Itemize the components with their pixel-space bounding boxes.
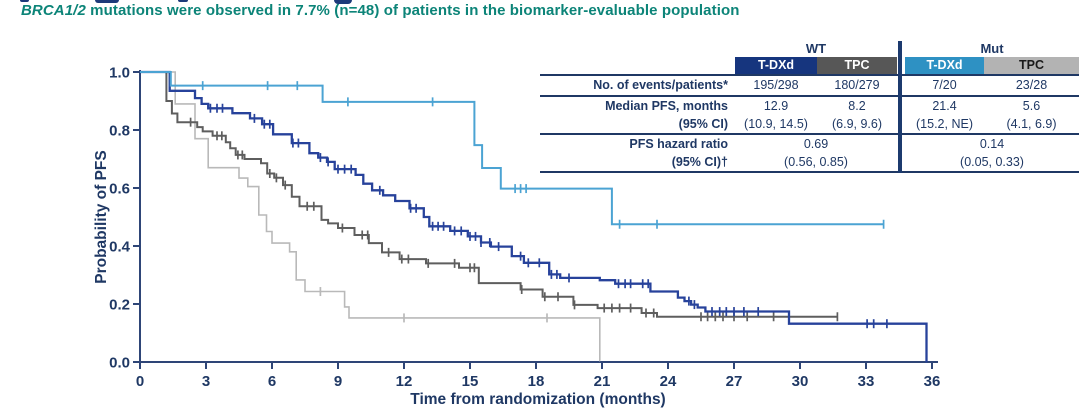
table-cell: 21.4 (15.2, NE) [916,99,973,131]
table-cell: 12.9 (10.9, 14.5) [744,99,808,131]
clipped-title-fragment [20,0,29,2]
table-cell: 5.6 (4.1, 6.9) [1006,99,1057,131]
table-row-median-pfs: Median PFS, months (95% CI) 12.9 (10.9, … [540,97,1079,133]
svg-text:3: 3 [202,373,210,390]
row-label-median-pfs: Median PFS, months (95% CI) [605,99,728,131]
col-header-wt-tdxd: T-DXd [735,57,817,74]
svg-text:0.0: 0.0 [109,355,130,372]
table-cell: 7/20 [932,78,957,92]
table-rule [540,74,1079,76]
svg-text:0.2: 0.2 [109,297,130,314]
clipped-title-fragment [334,0,352,4]
svg-text:0.8: 0.8 [109,123,130,140]
subtitle-text: mutations were observed in 7.7% (n=48) o… [85,2,740,19]
row-label-hazard-ratio: PFS hazard ratio (95% CI)† [629,137,728,169]
group-header-mut: Mut [980,41,1004,56]
svg-text:0.6: 0.6 [109,181,130,198]
svg-text:15: 15 [462,373,479,390]
table-cell: 195/298 [753,78,799,92]
svg-text:Time from randomization (month: Time from randomization (months) [410,391,665,408]
svg-text:12: 12 [396,373,413,390]
svg-text:36: 36 [924,373,941,390]
table-column-header-row: T-DXd TPC T-DXd TPC [540,57,1079,74]
svg-text:27: 27 [726,373,743,390]
table-row-hazard-ratio: PFS hazard ratio (95% CI)† 0.69 (0.56, 0… [540,135,1079,171]
table-rule [540,95,1079,97]
svg-text:24: 24 [660,373,677,390]
col-header-mut-tpc: TPC [984,57,1079,74]
results-table: WT Mut T-DXd TPC T-DXd TPC No. of events… [540,41,1079,173]
svg-text:0: 0 [136,373,144,390]
table-cell-hr-wt: 0.69 (0.56, 0.85) [784,137,848,169]
svg-text:Probability of PFS: Probability of PFS [93,150,110,283]
svg-text:1.0: 1.0 [109,65,130,82]
subtitle-gene-name: BRCA1/2 [21,2,86,19]
svg-text:9: 9 [334,373,342,390]
table-row-events: No. of events/patients* 195/298 180/279 … [540,76,1079,95]
col-header-wt-tpc: TPC [817,57,897,74]
table-group-divider [898,41,902,173]
table-cell: 180/279 [834,78,880,92]
svg-text:33: 33 [858,373,875,390]
clipped-title-fragment [95,0,119,3]
svg-text:18: 18 [528,373,545,390]
svg-text:0.4: 0.4 [109,239,131,256]
row-label-events: No. of events/patients* [593,78,728,92]
table-group-header-row: WT Mut [540,41,1079,57]
svg-text:21: 21 [594,373,611,390]
table-rule [540,171,1079,173]
svg-text:6: 6 [268,373,276,390]
table-rule [540,133,1079,135]
svg-text:30: 30 [792,373,809,390]
slide-subtitle: BRCA1/2 mutations were observed in 7.7% … [21,2,740,19]
table-cell: 8.2 (6.9, 9.6) [831,99,883,131]
table-cell: 23/28 [1015,78,1048,92]
clipped-title-fragment [178,0,188,2]
col-header-mut-tdxd: T-DXd [905,57,984,74]
table-cell-hr-mut: 0.14 (0.05, 0.33) [960,137,1024,169]
group-header-wt: WT [805,41,827,56]
